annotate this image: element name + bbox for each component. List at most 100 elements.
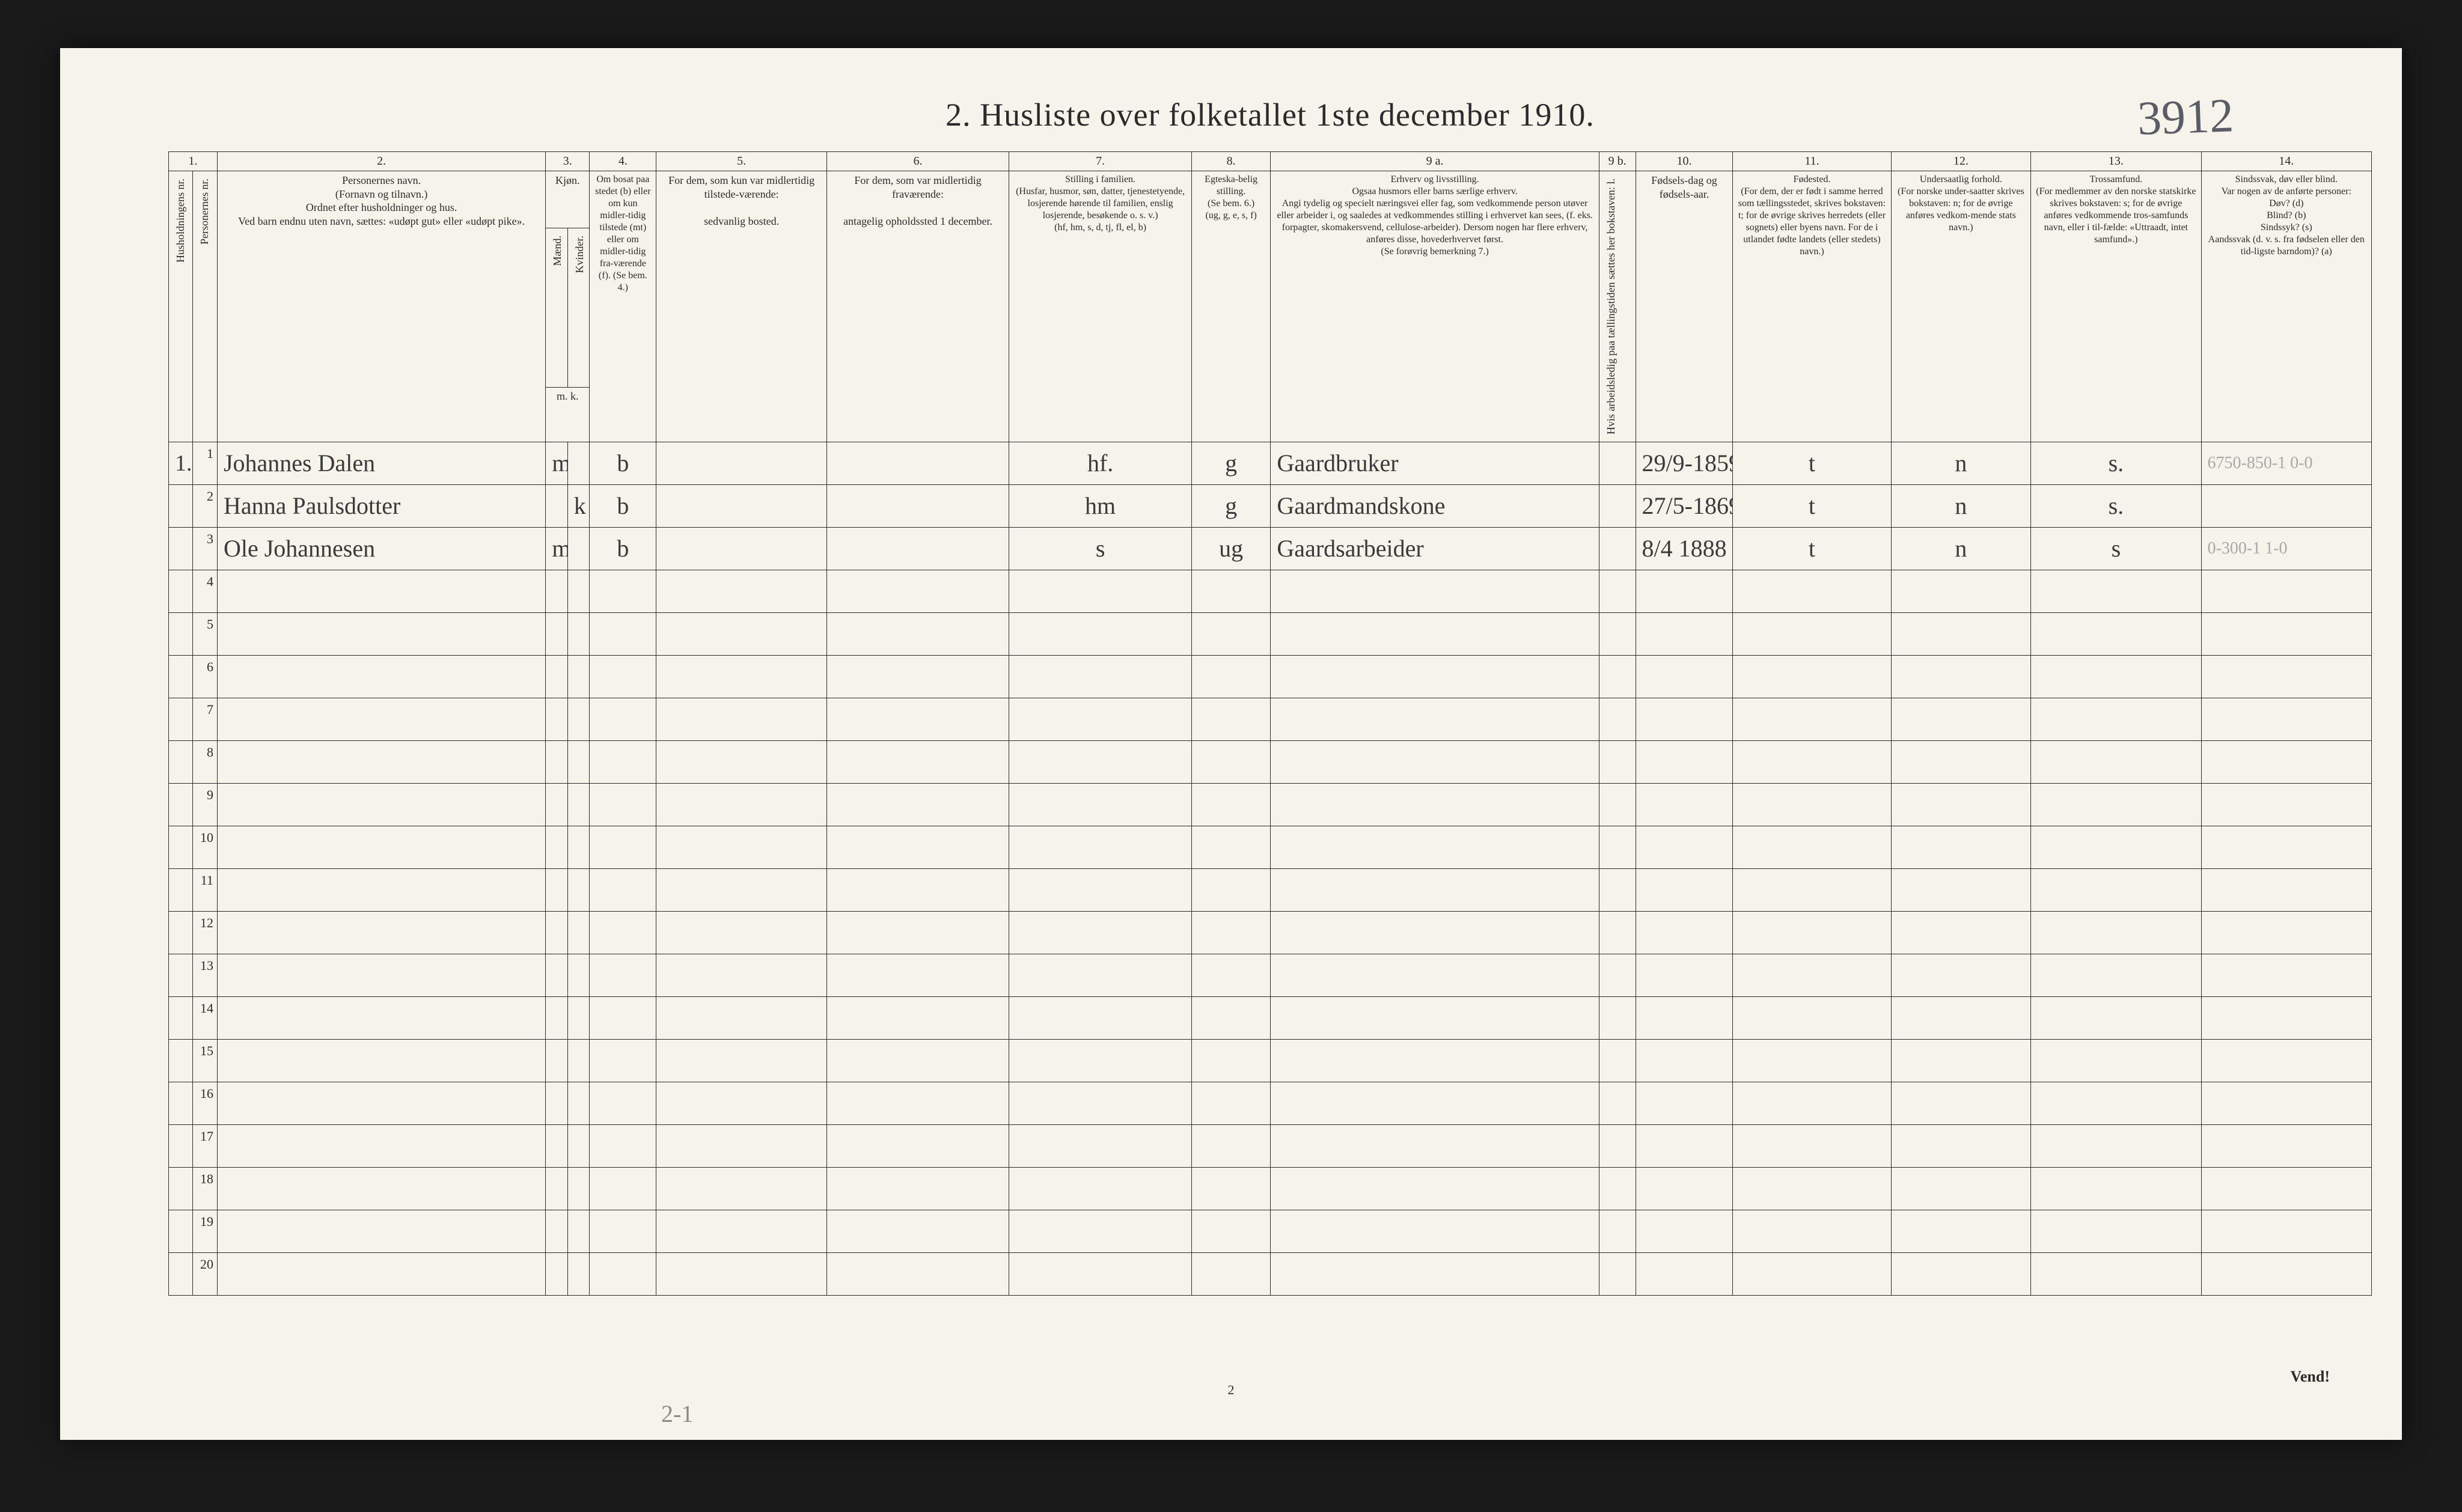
table-row: 12	[169, 911, 2372, 954]
cell-col9b	[1599, 1210, 1636, 1252]
cell-col14	[2201, 996, 2371, 1039]
cell-col7	[1009, 570, 1192, 612]
cell-col5	[656, 1082, 826, 1124]
cell-col9b	[1599, 527, 1636, 570]
cell-col9b	[1599, 1124, 1636, 1167]
table-row: 1.1Johannes Dalenmbhf.gGaardbruker29/9-1…	[169, 442, 2372, 484]
cell-col6	[826, 1124, 1009, 1167]
cell-residence	[590, 1039, 656, 1082]
cell-residence: b	[590, 442, 656, 484]
cell-col10	[1636, 1167, 1733, 1210]
cell-col13	[2031, 740, 2201, 783]
cell-col9a	[1271, 698, 1599, 740]
cell-col13	[2031, 826, 2201, 868]
cell-sex-k	[567, 911, 589, 954]
cell-sex-k	[567, 655, 589, 698]
cell-person-no: 15	[193, 1039, 217, 1082]
colnum-8: 8.	[1191, 152, 1271, 171]
cell-col11	[1733, 570, 1891, 612]
colnum-3: 3.	[546, 152, 590, 171]
cell-name	[217, 1124, 545, 1167]
cell-col11	[1733, 655, 1891, 698]
cell-residence	[590, 868, 656, 911]
cell-col8	[1191, 1039, 1271, 1082]
cell-sex-k	[567, 1167, 589, 1210]
cell-household-no	[169, 527, 193, 570]
header-col8: Egteska-belig stilling. (Se bem. 6.) (ug…	[1191, 171, 1271, 442]
cell-col9a	[1271, 570, 1599, 612]
header-col7: Stilling i familien. (Husfar, husmor, sø…	[1009, 171, 1192, 442]
cell-col5	[656, 826, 826, 868]
cell-sex-k	[567, 527, 589, 570]
cell-residence	[590, 1167, 656, 1210]
colnum-9b: 9 b.	[1599, 152, 1636, 171]
cell-col8: ug	[1191, 527, 1271, 570]
cell-col12	[1891, 1210, 2031, 1252]
cell-col8	[1191, 1167, 1271, 1210]
cell-name	[217, 1082, 545, 1124]
header-residence: Om bosat paa stedet (b) eller om kun mid…	[590, 171, 656, 442]
cell-household-no	[169, 1252, 193, 1295]
cell-col13	[2031, 1252, 2201, 1295]
cell-person-no: 2	[193, 484, 217, 527]
cell-sex-m	[546, 1124, 567, 1167]
cell-name	[217, 655, 545, 698]
cell-col5	[656, 484, 826, 527]
cell-col9a: Gaardbruker	[1271, 442, 1599, 484]
cell-residence	[590, 570, 656, 612]
cell-household-no	[169, 1082, 193, 1124]
header-sex: Kjøn.	[546, 171, 590, 228]
colnum-10: 10.	[1636, 152, 1733, 171]
cell-sex-m	[546, 698, 567, 740]
cell-sex-m	[546, 570, 567, 612]
cell-col11	[1733, 1252, 1891, 1295]
cell-col6	[826, 442, 1009, 484]
cell-residence	[590, 698, 656, 740]
cell-residence	[590, 826, 656, 868]
cell-col10	[1636, 570, 1733, 612]
cell-col14	[2201, 911, 2371, 954]
cell-sex-m	[546, 740, 567, 783]
cell-col6	[826, 1210, 1009, 1252]
cell-col11	[1733, 698, 1891, 740]
cell-sex-k	[567, 570, 589, 612]
cell-col11	[1733, 996, 1891, 1039]
cell-col12	[1891, 612, 2031, 655]
cell-person-no: 17	[193, 1124, 217, 1167]
cell-name	[217, 1210, 545, 1252]
cell-col6	[826, 1039, 1009, 1082]
cell-col14	[2201, 740, 2371, 783]
header-col13: Trossamfund. (For medlemmer av den norsk…	[2031, 171, 2201, 442]
cell-col11: t	[1733, 442, 1891, 484]
cell-col6	[826, 783, 1009, 826]
colnum-13: 13.	[2031, 152, 2201, 171]
cell-col8	[1191, 826, 1271, 868]
cell-col14	[2201, 826, 2371, 868]
cell-col12	[1891, 954, 2031, 996]
cell-col12	[1891, 911, 2031, 954]
cell-person-no: 5	[193, 612, 217, 655]
cell-name	[217, 1039, 545, 1082]
cell-col8	[1191, 1252, 1271, 1295]
cell-residence	[590, 783, 656, 826]
cell-residence	[590, 1210, 656, 1252]
cell-person-no: 6	[193, 655, 217, 698]
cell-col11: t	[1733, 527, 1891, 570]
header-household-no: Husholdningens nr.	[173, 174, 189, 267]
table-row: 13	[169, 954, 2372, 996]
cell-name	[217, 996, 545, 1039]
cell-col9b	[1599, 954, 1636, 996]
cell-col13	[2031, 1167, 2201, 1210]
cell-sex-k	[567, 996, 589, 1039]
cell-col9a	[1271, 740, 1599, 783]
cell-col12: n	[1891, 442, 2031, 484]
cell-col9b	[1599, 783, 1636, 826]
cell-col7	[1009, 1210, 1192, 1252]
cell-household-no: 1.	[169, 442, 193, 484]
cell-col12	[1891, 1124, 2031, 1167]
cell-col10	[1636, 698, 1733, 740]
cell-name	[217, 911, 545, 954]
cell-person-no: 14	[193, 996, 217, 1039]
cell-col11	[1733, 911, 1891, 954]
cell-col9b	[1599, 655, 1636, 698]
